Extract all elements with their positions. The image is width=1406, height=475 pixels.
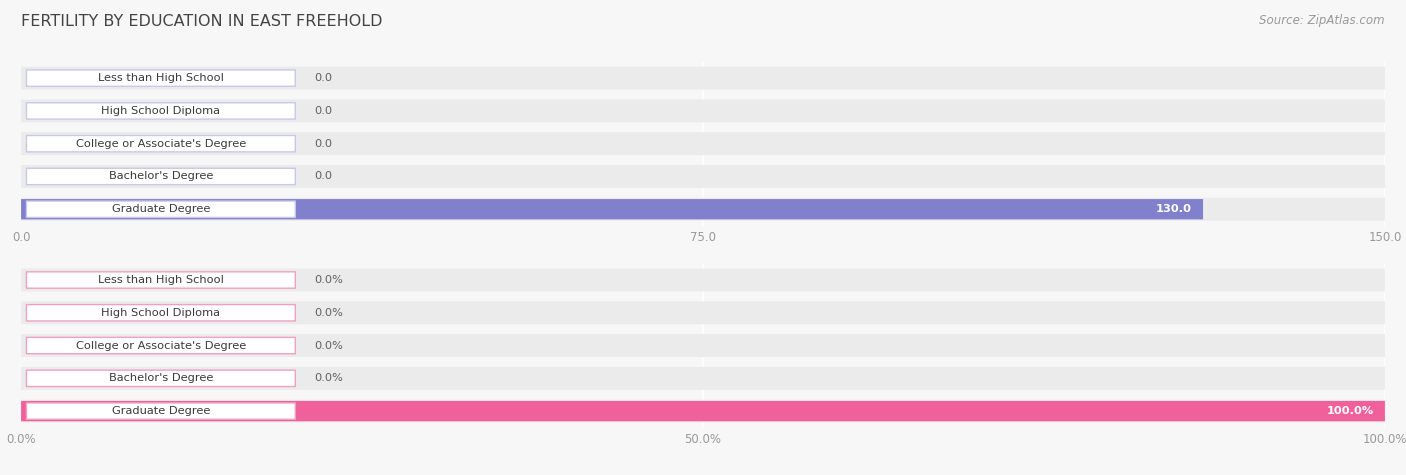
FancyBboxPatch shape xyxy=(27,103,295,119)
Text: Graduate Degree: Graduate Degree xyxy=(111,204,209,214)
Text: Bachelor's Degree: Bachelor's Degree xyxy=(108,171,214,181)
Text: High School Diploma: High School Diploma xyxy=(101,308,221,318)
Text: College or Associate's Degree: College or Associate's Degree xyxy=(76,341,246,351)
FancyBboxPatch shape xyxy=(21,401,1385,421)
Text: 0.0%: 0.0% xyxy=(315,373,343,383)
Text: 0.0%: 0.0% xyxy=(315,308,343,318)
Text: College or Associate's Degree: College or Associate's Degree xyxy=(76,139,246,149)
FancyBboxPatch shape xyxy=(27,70,295,86)
FancyBboxPatch shape xyxy=(21,367,1385,390)
FancyBboxPatch shape xyxy=(21,66,1385,90)
FancyBboxPatch shape xyxy=(21,165,1385,188)
FancyBboxPatch shape xyxy=(21,399,1385,423)
Text: 0.0%: 0.0% xyxy=(315,341,343,351)
Text: Less than High School: Less than High School xyxy=(98,73,224,83)
FancyBboxPatch shape xyxy=(27,135,295,152)
Text: Bachelor's Degree: Bachelor's Degree xyxy=(108,373,214,383)
FancyBboxPatch shape xyxy=(27,201,295,218)
FancyBboxPatch shape xyxy=(21,334,1385,357)
Text: Source: ZipAtlas.com: Source: ZipAtlas.com xyxy=(1260,14,1385,27)
FancyBboxPatch shape xyxy=(21,199,1204,219)
FancyBboxPatch shape xyxy=(27,168,295,185)
FancyBboxPatch shape xyxy=(27,403,295,419)
FancyBboxPatch shape xyxy=(27,370,295,387)
FancyBboxPatch shape xyxy=(27,337,295,354)
Text: FERTILITY BY EDUCATION IN EAST FREEHOLD: FERTILITY BY EDUCATION IN EAST FREEHOLD xyxy=(21,14,382,29)
FancyBboxPatch shape xyxy=(21,198,1385,221)
Text: 0.0: 0.0 xyxy=(315,73,332,83)
FancyBboxPatch shape xyxy=(27,272,295,288)
Text: High School Diploma: High School Diploma xyxy=(101,106,221,116)
FancyBboxPatch shape xyxy=(27,304,295,321)
FancyBboxPatch shape xyxy=(21,301,1385,324)
Text: Less than High School: Less than High School xyxy=(98,275,224,285)
Text: 130.0: 130.0 xyxy=(1156,204,1192,214)
Text: 0.0: 0.0 xyxy=(315,106,332,116)
FancyBboxPatch shape xyxy=(21,268,1385,292)
Text: 0.0%: 0.0% xyxy=(315,275,343,285)
Text: 0.0: 0.0 xyxy=(315,171,332,181)
Text: Graduate Degree: Graduate Degree xyxy=(111,406,209,416)
FancyBboxPatch shape xyxy=(21,99,1385,123)
Text: 100.0%: 100.0% xyxy=(1327,406,1374,416)
Text: 0.0: 0.0 xyxy=(315,139,332,149)
FancyBboxPatch shape xyxy=(21,132,1385,155)
